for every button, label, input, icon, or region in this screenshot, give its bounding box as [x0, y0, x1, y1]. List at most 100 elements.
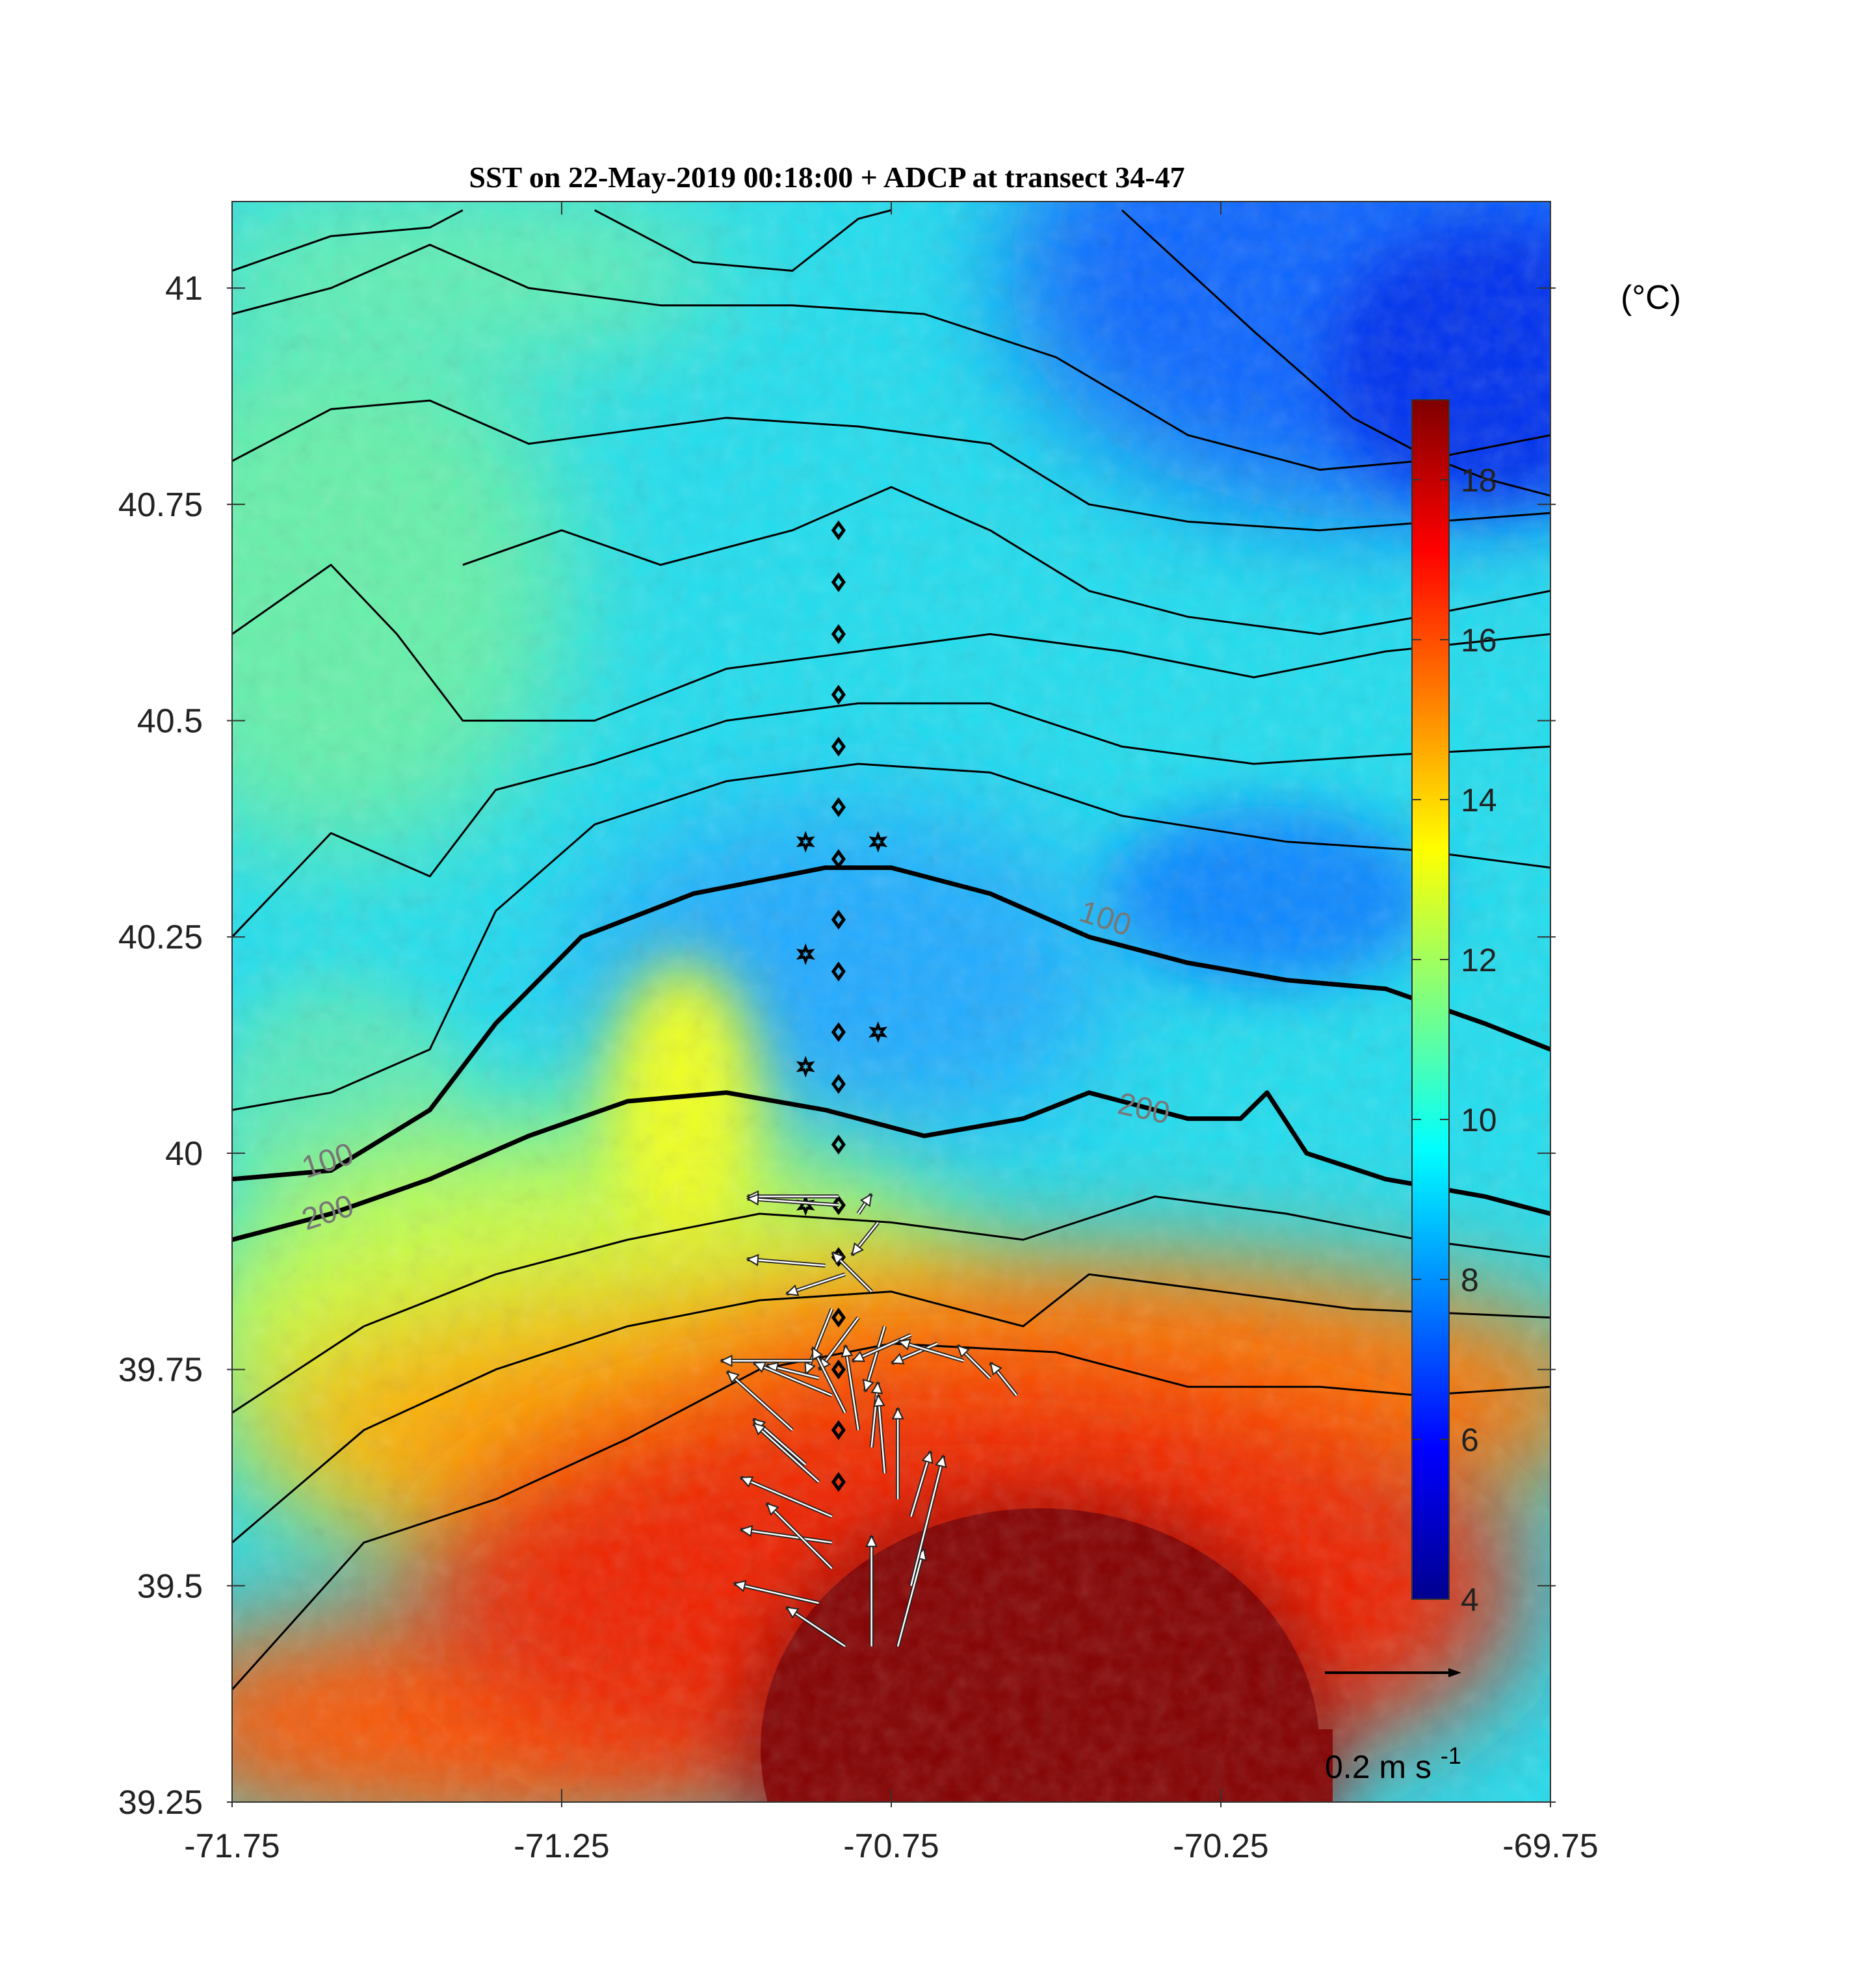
adcp-vector-27	[739, 1476, 833, 1519]
adcp-vectors	[719, 1190, 1019, 1648]
adcp-vector-shaft-9	[864, 1326, 886, 1392]
x-tick-label-2: -70.75	[843, 1827, 939, 1865]
colorbar-tick-label-7: 18	[1461, 462, 1497, 499]
x-tick-label-4: -69.75	[1502, 1827, 1598, 1865]
adcp-vector-13	[956, 1344, 992, 1380]
isotherm-line-6	[462, 486, 1550, 635]
adcp-vector-head-26	[752, 1422, 766, 1436]
adcp-vector-14	[989, 1361, 1019, 1397]
y-tick-label-0: 39.25	[118, 1784, 203, 1822]
adcp-vector-shaft-28	[740, 1528, 832, 1544]
adcp-vector-22	[891, 1406, 904, 1500]
adcp-vector-shaft-34	[910, 1455, 945, 1586]
scale-label: 0.2 m s -1	[1325, 1742, 1461, 1785]
y-tick-label-3: 40	[165, 1135, 203, 1173]
adcp-vector-7	[804, 1308, 834, 1376]
adcp-vector-head-30	[733, 1580, 747, 1592]
colorbar-ticks: 4 6 8 10 12 14 16 18	[1412, 462, 1497, 1618]
adcp-vector-shaft-24	[727, 1370, 793, 1431]
adcp-vector-shaft-1	[747, 1197, 839, 1206]
adcp-vector-26	[752, 1422, 820, 1484]
scale-label-exponent: -1	[1441, 1742, 1461, 1769]
station-markers	[796, 520, 888, 1492]
colorbar-tick-label-2: 8	[1461, 1262, 1479, 1298]
isotherm-line-11	[1121, 209, 1550, 497]
station-diamond-5	[831, 797, 846, 817]
station-diamond-16	[831, 1420, 846, 1441]
adcp-vector-12	[897, 1339, 965, 1363]
station-diamond-14	[831, 1307, 846, 1328]
station-diamond-12	[831, 1195, 846, 1215]
scale-label-text: 0.2 m s	[1325, 1749, 1431, 1785]
adcp-vector-shaft-19	[844, 1345, 859, 1430]
x-tick-label-3: -70.25	[1173, 1827, 1268, 1865]
scale-arrow-group: 0.2 m s -1	[1325, 1668, 1461, 1785]
adcp-vector-head-29	[766, 1502, 779, 1516]
adcp-vector-head-31	[785, 1606, 800, 1619]
adcp-vector-20	[869, 1381, 883, 1448]
adcp-vector-head-1	[746, 1193, 759, 1206]
station-diamond-10	[831, 1074, 846, 1094]
adcp-vector-head-11	[890, 1353, 905, 1365]
station-star-3	[869, 1021, 888, 1043]
station-diamond-1	[831, 572, 846, 592]
station-diamond-8	[831, 961, 846, 982]
adcp-vector-9	[862, 1326, 887, 1393]
adcp-vector-4	[746, 1253, 826, 1268]
adcp-vector-head-4	[746, 1253, 759, 1266]
adcp-vector-head-5	[785, 1284, 800, 1296]
adcp-vector-11	[890, 1341, 939, 1365]
adcp-vector-shaft-4	[747, 1258, 826, 1267]
adcp-vector-32	[865, 1534, 878, 1647]
adcp-vector-shaft-7	[805, 1308, 833, 1374]
adcp-vector-15	[719, 1354, 813, 1367]
bathymetry-line-200	[232, 1090, 1550, 1242]
station-star-0	[796, 831, 815, 853]
station-diamond-2	[831, 624, 846, 644]
adcp-vector-head-19	[841, 1344, 854, 1358]
adcp-vector-head-12	[897, 1339, 911, 1351]
adcp-vector-shaft-33	[896, 1549, 925, 1647]
adcp-vector-shaft-12	[898, 1341, 964, 1362]
station-diamond-3	[831, 685, 846, 705]
station-diamond-4	[831, 737, 846, 757]
isotherm-line-4	[232, 702, 1550, 938]
colorbar-tick-label-1: 6	[1461, 1422, 1479, 1458]
station-diamond-7	[831, 909, 846, 930]
station-star-4	[796, 1056, 815, 1078]
bathymetry-line-100	[232, 865, 1550, 1182]
y-tick-label-7: 41	[165, 270, 203, 307]
adcp-vector-21	[872, 1394, 887, 1474]
isotherm-line-8	[232, 244, 1550, 471]
isotherm-line-7	[232, 399, 1550, 532]
station-diamond-15	[831, 1359, 846, 1380]
adcp-vector-head-3	[851, 1242, 864, 1257]
x-tick-label-1: -71.25	[514, 1827, 609, 1865]
adcp-vector-head-21	[872, 1394, 885, 1407]
adcp-vector-head-7	[804, 1361, 816, 1376]
isotherm-line-10	[594, 209, 892, 272]
adcp-vector-head-23	[921, 1450, 934, 1465]
adcp-vector-34	[909, 1454, 947, 1587]
isotherm-line-5	[232, 564, 1550, 722]
adcp-vector-head-10	[851, 1350, 865, 1362]
adcp-vector-shaft-29	[766, 1502, 833, 1569]
adcp-vector-shaft-27	[740, 1476, 833, 1517]
isotherm-line-2	[232, 1195, 1550, 1414]
station-star-2	[796, 943, 815, 965]
adcp-vector-29	[765, 1502, 833, 1570]
adcp-vector-head-17	[752, 1361, 767, 1373]
colorbar-tick-label-4: 12	[1461, 942, 1497, 978]
chart-title: SST on 22-May-2019 00:18:00 + ADCP at tr…	[469, 161, 1184, 194]
adcp-vector-shaft-23	[910, 1451, 932, 1517]
y-tick-label-6: 40.75	[118, 486, 203, 524]
adcp-vector-head-28	[739, 1524, 753, 1537]
adcp-vector-18	[811, 1346, 847, 1414]
colorbar-gradient	[1411, 399, 1450, 1600]
x-axis: -71.75 -71.25 -70.75 -70.25 -69.75	[184, 202, 1599, 1865]
adcp-vector-head-20	[870, 1381, 883, 1394]
adcp-vector-head-13	[956, 1344, 970, 1358]
adcp-vector-head-9	[862, 1378, 874, 1393]
station-star-1	[869, 831, 888, 853]
